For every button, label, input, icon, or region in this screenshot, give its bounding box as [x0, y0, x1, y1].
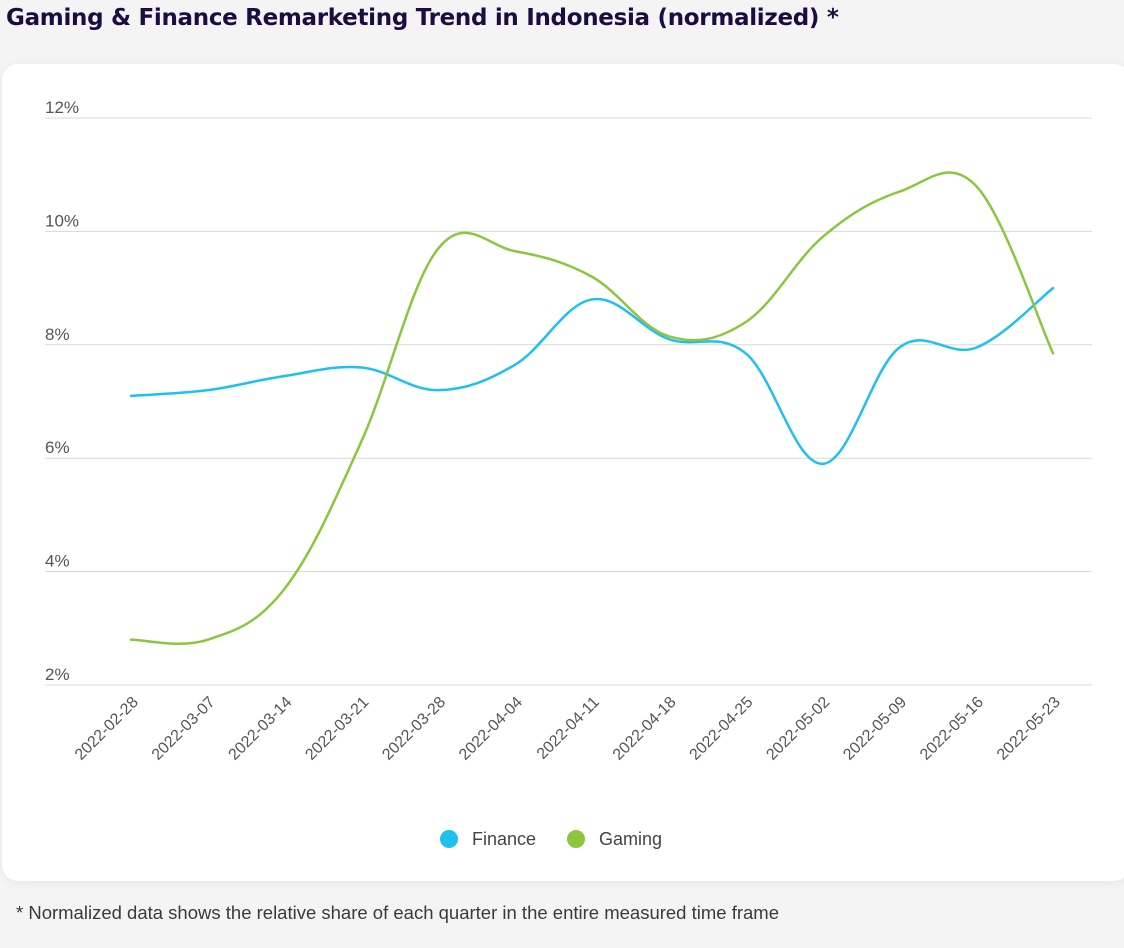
x-tick-label: 2022-05-23: [994, 694, 1064, 764]
y-tick-label: 8%: [45, 325, 70, 344]
chart-card: [2, 64, 1124, 881]
x-tick-label: 2022-04-18: [610, 694, 680, 764]
y-axis-ticks: 2% 4% 6% 8% 10% 12%: [45, 98, 79, 684]
y-tick-label: 12%: [45, 98, 79, 117]
x-tick-label: 2022-05-09: [840, 694, 910, 764]
x-tick-label: 2022-04-04: [456, 694, 526, 764]
y-tick-label: 6%: [45, 438, 70, 457]
x-tick-label: 2022-04-11: [534, 694, 603, 763]
footnote: * Normalized data shows the relative sha…: [16, 902, 779, 923]
series-line-finance: [129, 286, 1055, 466]
legend[interactable]: Finance Gaming: [440, 829, 662, 849]
x-tick-label: 2022-03-14: [226, 694, 296, 764]
y-tick-label: 4%: [45, 552, 70, 571]
legend-swatch: [567, 830, 585, 848]
x-tick-label: 2022-03-21: [302, 694, 372, 764]
series-lines: [129, 171, 1055, 645]
legend-item-gaming[interactable]: Gaming: [567, 829, 662, 849]
x-tick-label: 2022-05-02: [763, 694, 833, 764]
x-tick-label: 2022-03-07: [149, 694, 219, 764]
legend-item-finance[interactable]: Finance: [440, 829, 536, 849]
legend-label: Finance: [472, 829, 536, 849]
gridlines: [45, 117, 1092, 686]
y-tick-label: 2%: [45, 665, 70, 684]
x-tick-label: 2022-03-28: [379, 694, 449, 764]
legend-label: Gaming: [599, 829, 662, 849]
legend-swatch: [440, 830, 458, 848]
x-tick-label: 2022-04-25: [687, 694, 757, 764]
chart-title: Gaming & Finance Remarketing Trend in In…: [6, 5, 839, 31]
series-line-gaming: [129, 171, 1055, 645]
y-tick-label: 10%: [45, 211, 79, 230]
x-tick-label: 2022-02-28: [72, 694, 142, 764]
x-tick-label: 2022-05-16: [917, 694, 987, 764]
x-axis-ticks: 2022-02-28 2022-03-07 2022-03-14 2022-03-21…: [72, 694, 1064, 764]
